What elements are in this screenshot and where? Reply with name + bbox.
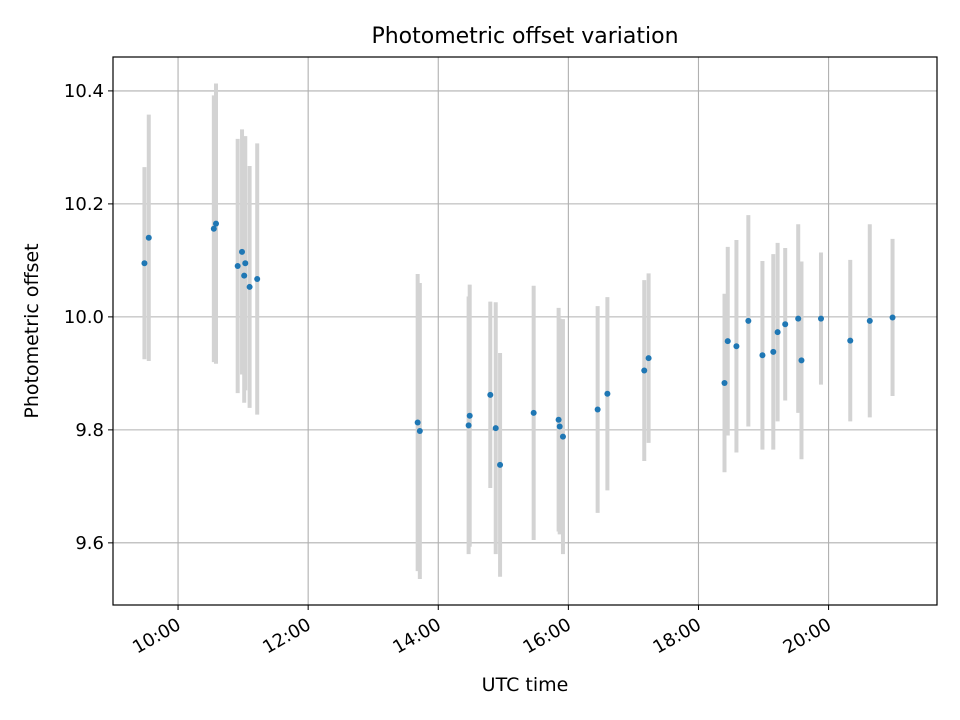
data-point: [234, 263, 241, 270]
data-point: [555, 416, 562, 423]
data-point: [798, 357, 805, 364]
y-tick-label: 10.4: [64, 81, 104, 102]
data-point: [721, 379, 728, 386]
chart-title: Photometric offset variation: [371, 24, 678, 49]
data-point: [465, 422, 472, 429]
grid: [113, 57, 937, 605]
data-point: [556, 423, 563, 430]
data-point: [594, 406, 601, 413]
data-point: [141, 260, 148, 267]
data-point: [641, 367, 648, 374]
y-tick-label: 9.8: [75, 420, 104, 441]
data-point: [866, 317, 873, 324]
data-point: [492, 425, 499, 432]
data-point: [795, 315, 802, 322]
data-point: [241, 272, 248, 279]
data-point: [782, 321, 789, 328]
data-point: [847, 337, 854, 344]
data-point: [759, 352, 766, 359]
data-point: [774, 329, 781, 336]
data-point: [770, 348, 777, 355]
data-point: [497, 461, 504, 468]
data-point: [733, 343, 740, 350]
data-point: [213, 220, 219, 227]
data-point: [724, 338, 731, 345]
data-points: [141, 220, 896, 468]
data-point: [414, 419, 421, 426]
data-point: [604, 390, 611, 397]
plot-frame: [112, 56, 938, 606]
data-point: [466, 412, 473, 419]
data-point: [246, 283, 253, 290]
data-point: [559, 433, 566, 440]
data-point: [487, 391, 494, 398]
data-point: [416, 427, 423, 434]
data-point: [645, 355, 652, 362]
data-point: [254, 276, 261, 283]
data-point: [745, 317, 752, 324]
data-point: [530, 409, 537, 416]
data-point: [889, 314, 896, 321]
data-point: [210, 225, 217, 232]
y-tick-label: 10.2: [64, 194, 104, 215]
y-axis-label: Photometric offset: [21, 243, 43, 418]
data-point: [239, 248, 246, 255]
y-tick-label: 10.0: [64, 307, 104, 328]
data-point: [145, 234, 152, 241]
data-point: [817, 315, 824, 322]
y-tick-label: 9.6: [75, 533, 104, 554]
data-point: [242, 260, 249, 267]
x-axis-label: UTC time: [482, 674, 569, 696]
